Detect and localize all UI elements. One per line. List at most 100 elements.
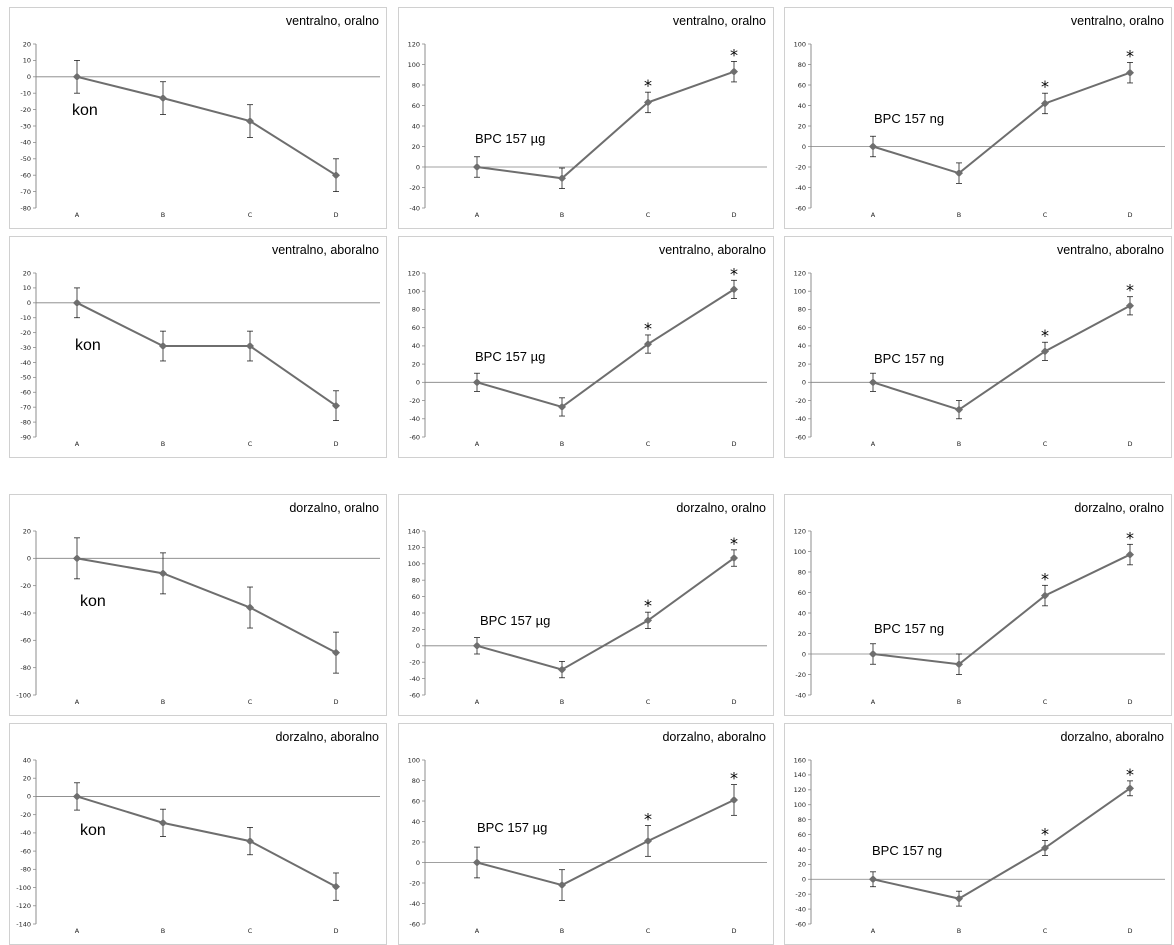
data-point: [332, 401, 340, 410]
y-tick-label: 80: [798, 816, 806, 824]
data-point: [558, 665, 566, 674]
x-tick-label: D: [333, 698, 338, 706]
group-label: BPC 157 µg: [475, 131, 546, 146]
x-tick-label: C: [248, 698, 253, 706]
chart-title: ventralno, oralno: [1070, 14, 1164, 28]
x-tick-label: C: [646, 927, 651, 935]
chart-panel-6: 120 100 80 60 40 20 0 -20 -40 -60 A B C D * * ventralno…: [784, 236, 1172, 458]
x-tick-label: D: [1127, 440, 1132, 448]
data-point: [1126, 550, 1134, 559]
x-tick-label: C: [1043, 211, 1048, 219]
y-tick-label: 140: [794, 771, 806, 779]
chart-title: dorzalno, oralno: [676, 501, 766, 515]
significance-star: *: [644, 810, 652, 829]
chart-title: dorzalno, oralno: [1074, 501, 1164, 515]
y-tick-label: -80: [20, 664, 31, 672]
y-tick-label: 60: [798, 589, 806, 597]
chart-panel-1: 20 10 0 -10 -20 -30 -40 -50 -60 -70 -80 A B C D ventra…: [9, 7, 387, 229]
y-tick-label: -40: [409, 675, 420, 683]
data-point: [955, 405, 963, 414]
data-point: [730, 795, 738, 804]
chart-panel-3: 100 80 60 40 20 0 -20 -40 -60 A B C D * * ventralno, o…: [784, 7, 1172, 229]
chart-svg: 120 100 80 60 40 20 0 -20 -40 A B C D * *: [408, 40, 767, 219]
data-point: [1041, 99, 1049, 108]
y-tick-label: -70: [20, 188, 31, 196]
y-tick-label: -60: [795, 920, 806, 928]
y-tick-label: 60: [798, 81, 806, 89]
y-tick-label: 40: [798, 609, 806, 617]
y-tick-label: 80: [412, 577, 420, 585]
group-label: BPC 157 µg: [475, 349, 546, 364]
data-point: [1126, 784, 1134, 793]
y-tick-label: 20: [23, 527, 31, 535]
significance-star: *: [1126, 528, 1134, 547]
data-point: [644, 616, 652, 625]
y-tick-label: -50: [20, 374, 31, 382]
y-tick-label: -140: [16, 920, 31, 928]
y-tick-label: 0: [416, 379, 420, 387]
chart-panel-5: 120 100 80 60 40 20 0 -20 -40 -60 A B C D * * ventralno…: [398, 236, 774, 458]
x-tick-label: D: [731, 211, 736, 219]
significance-star: *: [1041, 77, 1049, 96]
chart-svg: 20 10 0 -10 -20 -30 -40 -50 -60 -70 -80 -90 A B C D: [20, 269, 380, 448]
x-tick-label: A: [871, 440, 876, 448]
y-tick-label: -40: [409, 415, 420, 423]
y-tick-label: 80: [798, 306, 806, 314]
y-tick-label: 120: [794, 269, 806, 277]
x-tick-label: D: [1127, 698, 1132, 706]
chart-svg: 120 100 80 60 40 20 0 -20 -40 -60 A B C D * *: [794, 269, 1165, 448]
data-point: [1126, 68, 1134, 77]
significance-star: *: [730, 45, 738, 64]
group-label: BPC 157 µg: [477, 820, 548, 835]
chart-panel-8: 140 120 100 80 60 40 20 0 -20 -40 -60 A B C D * * dorzal…: [398, 494, 774, 716]
series-line: [476, 799, 735, 887]
y-tick-label: 100: [794, 288, 806, 296]
chart-title: dorzalno, aboralno: [275, 730, 379, 744]
y-tick-label: 40: [798, 846, 806, 854]
data-point: [644, 340, 652, 349]
y-tick-label: -80: [20, 204, 31, 212]
y-tick-label: 10: [23, 57, 31, 65]
y-tick-label: -120: [16, 902, 31, 910]
y-tick-label: 40: [412, 609, 420, 617]
y-tick-label: -40: [795, 184, 806, 192]
y-tick-label: 100: [794, 548, 806, 556]
y-tick-label: -40: [20, 609, 31, 617]
chart-panel-12: 160 140 120 100 80 60 40 20 0 -20 -40 -60 A B C D * * dor…: [784, 723, 1172, 945]
chart-title: dorzalno, oralno: [289, 501, 379, 515]
y-tick-label: -40: [795, 691, 806, 699]
y-tick-label: -60: [795, 204, 806, 212]
y-tick-label: 140: [408, 527, 420, 535]
x-tick-label: A: [475, 927, 480, 935]
group-label: BPC 157 µg: [480, 613, 551, 628]
data-point: [73, 554, 81, 563]
y-tick-label: 100: [408, 560, 420, 568]
y-tick-label: -60: [795, 433, 806, 441]
x-tick-label: C: [1043, 440, 1048, 448]
y-tick-label: 0: [802, 876, 806, 884]
x-tick-label: B: [560, 440, 564, 448]
y-tick-label: 20: [23, 40, 31, 48]
x-tick-label: D: [731, 698, 736, 706]
series-line: [476, 288, 735, 409]
x-tick-label: A: [75, 698, 80, 706]
chart-panel-9: 120 100 80 60 40 20 0 -20 -40 A B C D * * dorzalno, or…: [784, 494, 1172, 716]
y-tick-label: -60: [20, 172, 31, 180]
y-tick-label: 60: [412, 102, 420, 110]
x-tick-label: B: [161, 211, 165, 219]
y-tick-label: 20: [412, 143, 420, 151]
chart-title: ventralno, oralno: [672, 14, 766, 28]
data-point: [473, 858, 481, 867]
data-point: [473, 163, 481, 171]
y-tick-label: 60: [798, 831, 806, 839]
y-tick-label: 100: [794, 801, 806, 809]
significance-star: *: [1126, 765, 1134, 784]
significance-star: *: [730, 264, 738, 283]
chart-panel-10: 40 20 0 -20 -40 -60 -80 -100 -120 -140 A B C D dorzal…: [9, 723, 387, 945]
y-tick-label: 40: [412, 818, 420, 826]
x-tick-label: D: [333, 440, 338, 448]
y-tick-label: -40: [20, 139, 31, 147]
group-label: kon: [80, 822, 106, 839]
data-point: [558, 174, 566, 183]
x-tick-label: B: [560, 211, 564, 219]
